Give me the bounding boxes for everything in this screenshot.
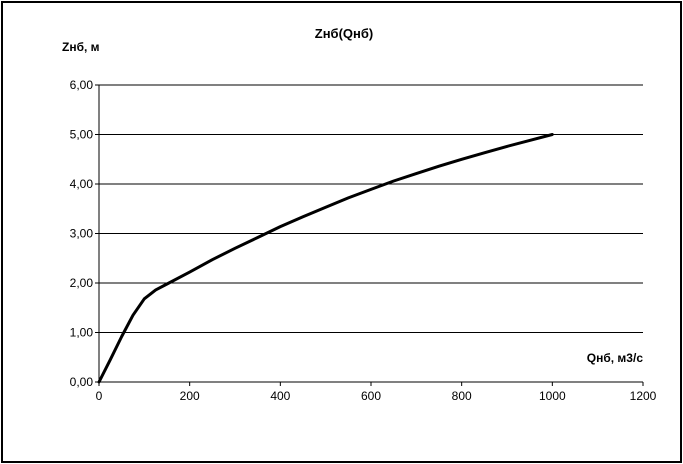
chart: Zнб(Qнб) Zнб, м Qнб, м3/с 0,00 1,00 2,00 3,… [62,26,657,403]
axes [95,84,644,386]
y-tick-label: 3,00 [70,227,94,241]
x-tick-label: 400 [270,389,290,403]
gridlines [99,84,643,333]
x-axis-label: Qнб, м3/с [587,351,644,365]
y-axis-label: Zнб, м [62,40,100,54]
chart-title: Zнб(Qнб) [315,26,373,41]
y-tick-label: 6,00 [70,78,94,92]
x-tick-label: 0 [96,389,103,403]
y-tick-label: 4,00 [70,177,94,191]
series-line-0 [97,133,554,384]
y-tick-label: 5,00 [70,128,94,142]
y-tick-label: 0,00 [70,375,94,389]
y-tick-label: 1,00 [70,326,94,340]
x-tick-label: 600 [361,389,381,403]
x-tick-label: 200 [180,389,200,403]
y-tick-labels: 0,00 1,00 2,00 3,00 4,00 5,00 6,00 [70,78,94,389]
x-tick-label: 1200 [630,389,657,403]
x-tick-label: 800 [452,389,472,403]
x-tick-label: 1000 [539,389,566,403]
series-group [97,133,554,384]
x-tick-labels: 0 200 400 600 800 1000 1200 [96,389,657,403]
y-tick-label: 2,00 [70,276,94,290]
